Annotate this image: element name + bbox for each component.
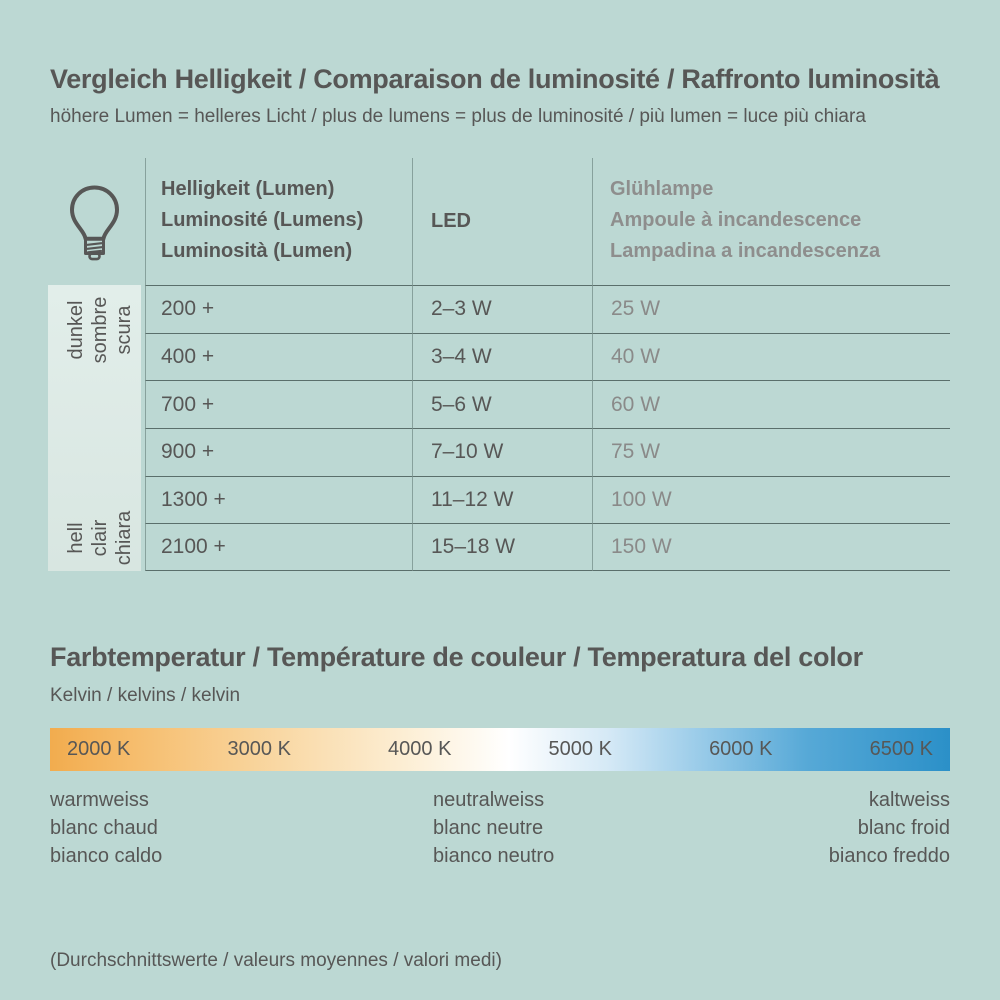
bulb-header-cell: [50, 158, 145, 285]
label-warm-white: warmweiss blanc chaud bianco caldo: [50, 786, 162, 870]
table-row-2-incandescent: 60 W: [592, 380, 950, 429]
header-incandescent-it: Lampadina a incandescenza: [610, 240, 881, 262]
side-label-dark-fr: sombre: [89, 296, 111, 364]
header-incandescent: Glühlampe Ampoule à incandescence Lampad…: [592, 158, 950, 285]
temperature-title: Farbtemperatur / Température de couleur …: [50, 642, 863, 672]
brightness-table: Helligkeit (Lumen) Luminosité (Lumens) L…: [48, 158, 950, 572]
table-row-1-lumen: 400 +: [145, 332, 412, 381]
kelvin-gradient-bar: 2000 K 3000 K 4000 K 5000 K 6000 K 6500 …: [50, 728, 950, 771]
table-row-4-incandescent: 100 W: [592, 475, 950, 524]
table-row-0-incandescent: 25 W: [592, 285, 950, 333]
header-lumen: Helligkeit (Lumen) Luminosité (Lumens) L…: [145, 158, 412, 285]
kelvin-tick-5000: 5000 K: [548, 738, 612, 760]
header-lumen-it: Luminosità (Lumen): [161, 240, 353, 262]
side-label-dark: dunkel sombre scura: [64, 297, 136, 364]
table-row-0-lumen: 200 +: [145, 285, 412, 333]
header-lumen-fr: Luminosité (Lumens): [161, 209, 364, 231]
light-bulb-icon: [70, 185, 119, 261]
brightness-side-strip: dunkel sombre scura hell clair chiara: [48, 285, 141, 572]
table-row-1-led: 3–4 W: [412, 332, 592, 381]
table-row-2-led: 5–6 W: [412, 380, 592, 429]
temperature-subtitle: Kelvin / kelvins / kelvin: [50, 685, 241, 706]
table-row-2-lumen: 700 +: [145, 380, 412, 429]
table-row-1-incandescent: 40 W: [592, 332, 950, 381]
side-label-bright-it: chiara: [113, 510, 135, 566]
label-warm-fr: blanc chaud: [50, 817, 158, 839]
table-row-3-led: 7–10 W: [412, 428, 592, 476]
kelvin-tick-6500: 6500 K: [869, 738, 933, 760]
label-cold-de: kaltweiss: [868, 789, 950, 811]
footnote: (Durchschnittswerte / valeurs moyennes /…: [50, 950, 502, 971]
kelvin-tick-2000: 2000 K: [67, 738, 131, 760]
brightness-title: Vergleich Helligkeit / Comparaison de lu…: [50, 64, 940, 94]
label-cold-it: bianco freddo: [828, 845, 950, 867]
table-row-3-lumen: 900 +: [145, 428, 412, 476]
brightness-subtitle: höhere Lumen = helleres Licht / plus de …: [50, 106, 866, 127]
header-incandescent-de: Glühlampe: [610, 178, 714, 200]
table-row-5-lumen: 2100 +: [145, 523, 412, 572]
table-row-4-led: 11–12 W: [412, 475, 592, 524]
header-incandescent-fr: Ampoule à incandescence: [610, 209, 862, 231]
side-label-dark-it: scura: [113, 305, 135, 355]
table-row-0-led: 2–3 W: [412, 285, 592, 333]
header-led-label: LED: [431, 210, 471, 232]
side-label-bright: hell clair chiara: [64, 511, 136, 565]
header-lumen-de: Helligkeit (Lumen): [161, 178, 335, 200]
table-row-5-incandescent: 150 W: [592, 523, 950, 572]
label-warm-de: warmweiss: [50, 789, 149, 811]
table-row-3-incandescent: 75 W: [592, 428, 950, 476]
label-neutral-it: bianco neutro: [433, 845, 555, 867]
label-cold-white: kaltweiss blanc froid bianco freddo: [829, 786, 950, 870]
label-neutral-fr: blanc neutre: [433, 817, 544, 839]
label-cold-fr: blanc froid: [857, 817, 950, 839]
side-label-bright-fr: clair: [89, 519, 111, 557]
side-label-dark-de: dunkel: [65, 300, 87, 360]
kelvin-tick-6000: 6000 K: [709, 738, 773, 760]
label-warm-it: bianco caldo: [50, 845, 163, 867]
label-neutral-de: neutralweiss: [433, 789, 545, 811]
label-neutral-white: neutralweiss blanc neutre bianco neutro: [433, 786, 554, 870]
table-row-4-lumen: 1300 +: [145, 475, 412, 524]
table-row-5-led: 15–18 W: [412, 523, 592, 572]
kelvin-tick-4000: 4000 K: [388, 738, 452, 760]
kelvin-tick-3000: 3000 K: [227, 738, 291, 760]
kelvin-label-row: warmweiss blanc chaud bianco caldo neutr…: [50, 786, 950, 870]
header-led: LED: [412, 158, 592, 285]
side-label-bright-de: hell: [65, 522, 87, 554]
